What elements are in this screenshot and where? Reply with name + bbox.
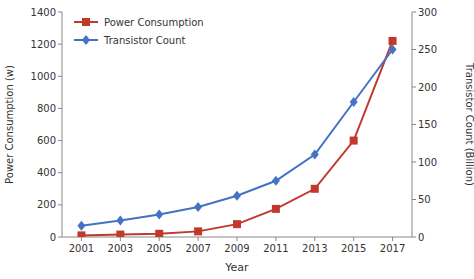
- y-tick-label: 800: [37, 103, 56, 114]
- x-tick-label: 2005: [146, 243, 171, 254]
- y-tick: [58, 172, 62, 173]
- y-tick: [58, 12, 62, 13]
- data-point: [77, 231, 85, 237]
- x-tick-label: 2011: [263, 243, 288, 254]
- data-point: [389, 37, 397, 45]
- x-tick-label: 2001: [69, 243, 94, 254]
- y-tick-label: 1200: [31, 39, 56, 50]
- y2-tick-label: 250: [418, 44, 437, 55]
- y-tick-label: 0: [50, 232, 56, 243]
- x-tick: [314, 237, 315, 241]
- y-tick-label: 1000: [31, 71, 56, 82]
- x-tick: [159, 237, 160, 241]
- legend-label: Power Consumption: [104, 17, 204, 28]
- y-tick: [58, 204, 62, 205]
- data-point: [311, 185, 319, 193]
- x-tick-label: 2017: [380, 243, 405, 254]
- y-tick-label: 600: [37, 135, 56, 146]
- x-tick: [392, 237, 393, 241]
- y2-tick-label: 300: [418, 7, 437, 18]
- legend-label: Transistor Count: [103, 35, 186, 46]
- y2-tick-label: 50: [418, 194, 431, 205]
- chart: 2001 2003 2005 2007 2009 2011 2013 2015 2017 0 200…: [0, 0, 474, 279]
- data-point: [77, 221, 85, 231]
- x-tick-label: 2013: [302, 243, 327, 254]
- y-tick: [58, 140, 62, 141]
- data-point: [194, 227, 202, 235]
- data-point: [350, 137, 358, 145]
- x-tick: [353, 237, 354, 241]
- y2-tick-label: 150: [418, 119, 437, 130]
- data-point: [272, 176, 280, 186]
- x-tick-label: 2015: [341, 243, 366, 254]
- data-point: [350, 97, 358, 107]
- series-line: [81, 50, 392, 226]
- y2-tick: [412, 87, 416, 88]
- y-axis-label: Power Consumption (w): [4, 65, 15, 184]
- y2-tick-label: 0: [418, 232, 424, 243]
- data-point: [155, 210, 163, 220]
- legend-marker: [82, 18, 90, 26]
- y-tick: [58, 44, 62, 45]
- x-tick: [275, 237, 276, 241]
- data-point: [389, 45, 397, 55]
- y-tick-label: 400: [37, 167, 56, 178]
- y-tick-label: 200: [37, 199, 56, 210]
- y2-tick: [412, 12, 416, 13]
- x-tick-label: 2009: [224, 243, 249, 254]
- plot-area: [77, 37, 396, 237]
- data-point: [116, 216, 124, 226]
- y-tick: [58, 237, 62, 238]
- y2-tick: [412, 199, 416, 200]
- data-point: [116, 231, 124, 237]
- y-tick: [58, 76, 62, 77]
- series-line: [81, 41, 392, 235]
- y2-tick-label: 100: [418, 157, 437, 168]
- y2-tick: [412, 124, 416, 125]
- y-tick: [58, 108, 62, 109]
- x-tick: [198, 237, 199, 241]
- y2-tick: [412, 49, 416, 50]
- y2-tick-label: 200: [418, 82, 437, 93]
- data-point: [311, 150, 319, 160]
- legend: Power Consumption Transistor Count: [74, 17, 204, 46]
- x-tick-label: 2003: [108, 243, 133, 254]
- y2-axis-label: Transistor Count (Billion): [464, 62, 474, 186]
- x-axis-label: Year: [224, 261, 249, 274]
- legend-marker: [82, 35, 90, 45]
- x-tick: [120, 237, 121, 241]
- y-axis-line: [62, 12, 63, 237]
- data-point: [233, 191, 241, 201]
- x-tick: [237, 237, 238, 241]
- data-point: [155, 230, 163, 237]
- data-point: [233, 220, 241, 228]
- y2-tick: [412, 237, 416, 238]
- y2-tick: [412, 162, 416, 163]
- data-point: [272, 205, 280, 213]
- x-tick-label: 2007: [185, 243, 210, 254]
- y-tick-label: 1400: [31, 7, 56, 18]
- x-tick: [81, 237, 82, 241]
- data-point: [194, 202, 202, 212]
